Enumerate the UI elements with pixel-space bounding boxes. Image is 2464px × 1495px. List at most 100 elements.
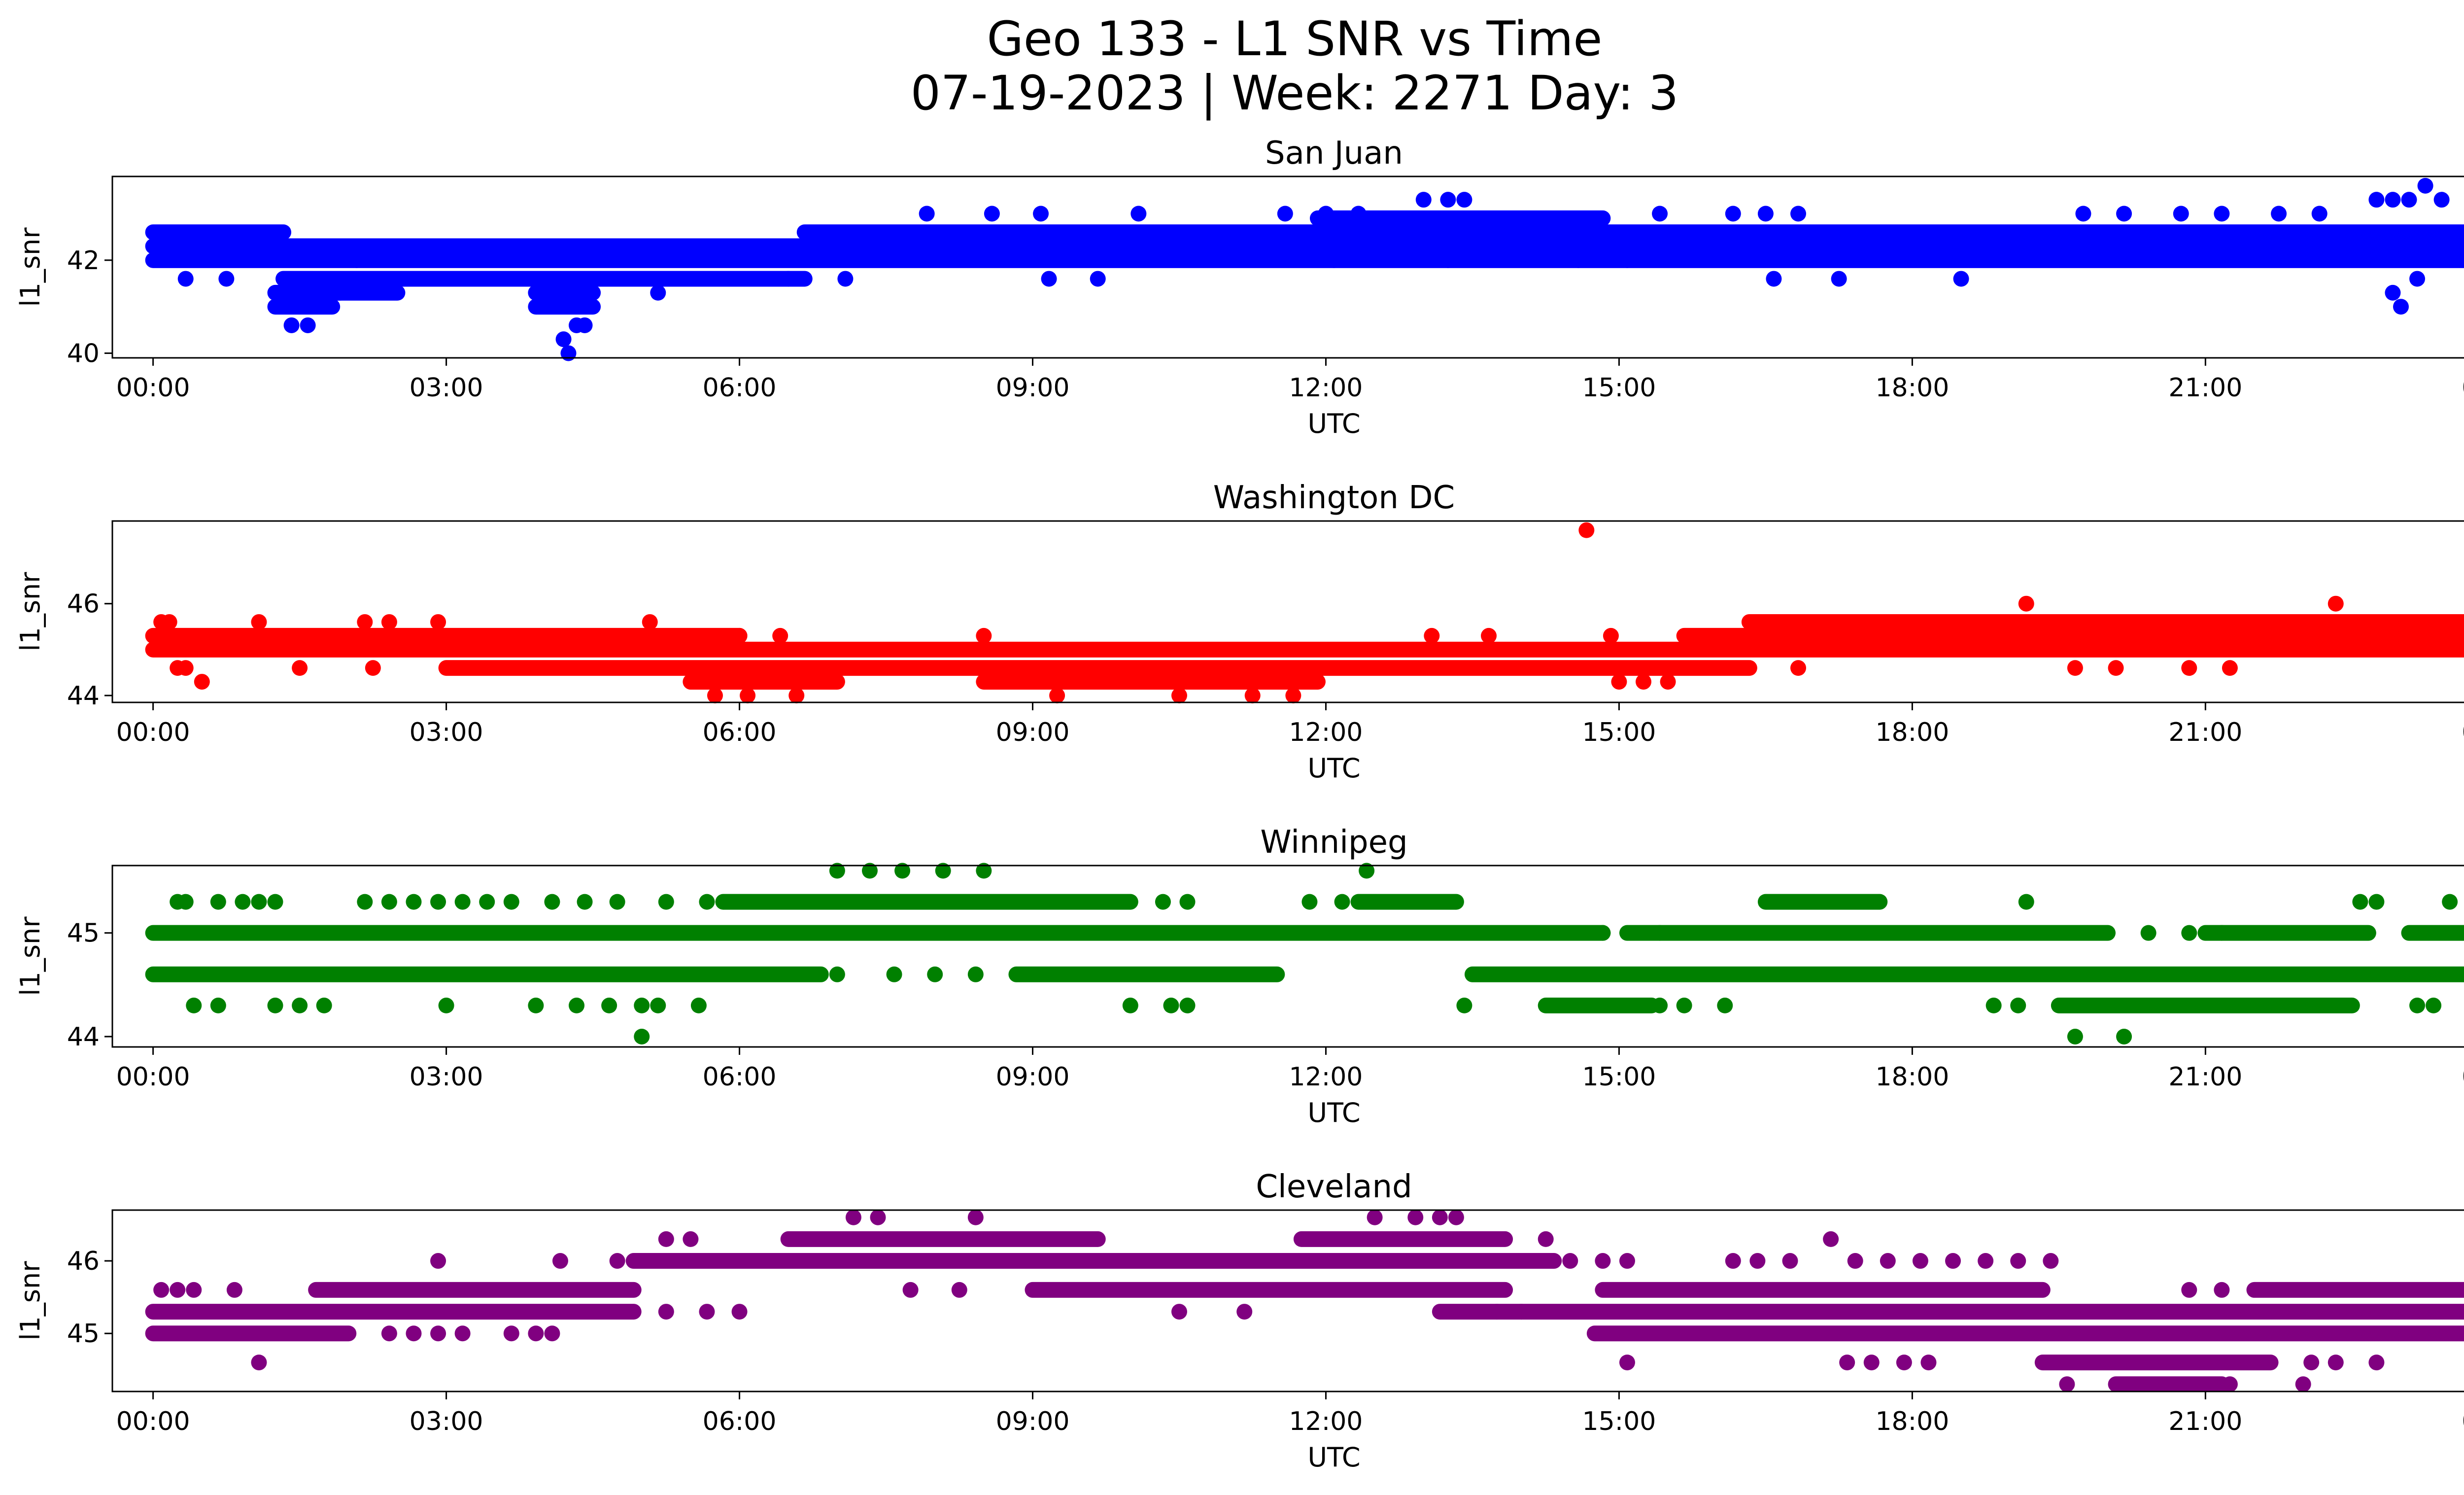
data-point	[2352, 894, 2368, 910]
data-point	[1155, 894, 1171, 910]
data-point	[283, 317, 300, 333]
x-tick-label: 12:00	[1289, 1062, 1363, 1092]
data-point	[1619, 1355, 1635, 1371]
x-tick-label: 09:00	[996, 373, 1070, 403]
x-tick-label: 21:00	[2168, 1407, 2242, 1436]
scatter-points	[145, 1209, 2464, 1392]
data-point	[2295, 1376, 2311, 1392]
data-point	[1513, 1304, 1530, 1320]
data-point	[2140, 925, 2156, 941]
data-point	[2442, 894, 2458, 910]
x-tick-label: 06:00	[703, 1407, 777, 1436]
data-point	[292, 997, 308, 1013]
data-point	[1831, 271, 1847, 287]
data-point	[2181, 1282, 2197, 1298]
data-point	[894, 863, 911, 879]
data-point	[658, 1304, 674, 1320]
data-point	[2075, 206, 2091, 222]
data-point	[210, 997, 226, 1013]
data-point	[2433, 192, 2450, 208]
data-point	[577, 894, 593, 910]
x-tick-label: 06:00	[703, 1062, 777, 1092]
data-point	[251, 894, 267, 910]
data-point	[1595, 925, 1611, 941]
data-point	[1782, 1253, 1798, 1269]
data-point	[300, 317, 316, 333]
data-point	[2417, 177, 2433, 194]
data-point	[1090, 271, 1106, 287]
y-tick-label: 44	[67, 1022, 100, 1052]
x-tick-label: 12:00	[1289, 373, 1363, 403]
subplot-san-juan: San Juan UTC l1_snr 00:00 03:00 06:00 09:00…	[15, 135, 2464, 439]
data-point	[780, 271, 796, 287]
data-point	[2393, 299, 2409, 315]
data-point	[381, 614, 397, 630]
data-point	[267, 894, 283, 910]
data-point	[438, 997, 454, 1013]
y-tick-label: 45	[67, 1319, 100, 1349]
data-point	[357, 894, 373, 910]
data-point	[2401, 192, 2417, 208]
scatter-points	[145, 177, 2464, 361]
data-point	[251, 614, 267, 630]
data-point	[569, 997, 585, 1013]
data-point	[1619, 252, 1635, 268]
data-point	[235, 894, 251, 910]
x-tick-label: 03:00	[410, 1407, 483, 1436]
x-tick-label: 06:00	[703, 718, 777, 747]
data-point	[699, 1304, 715, 1320]
data-point	[2116, 1028, 2132, 1044]
data-point	[984, 206, 1000, 222]
data-point	[845, 1209, 861, 1225]
scatter-points	[145, 863, 2464, 1044]
data-point	[634, 1028, 650, 1044]
x-axis-label: UTC	[1307, 1442, 1360, 1473]
data-point	[2010, 1253, 2026, 1269]
data-point	[1953, 271, 1969, 287]
x-tick-label: 00:00	[2462, 1062, 2464, 1092]
data-point	[1757, 206, 1774, 222]
data-point	[2222, 1376, 2238, 1392]
data-point	[1049, 688, 1065, 704]
data-point	[1489, 1304, 1505, 1320]
data-point	[601, 997, 617, 1013]
data-point	[1350, 206, 1367, 222]
data-point	[161, 614, 177, 630]
data-point	[1318, 206, 1334, 222]
data-point	[1595, 1253, 1611, 1269]
data-point	[1652, 925, 1668, 941]
data-point	[927, 966, 943, 982]
x-axis-label: UTC	[1307, 408, 1360, 439]
data-point	[2116, 206, 2132, 222]
data-point	[1570, 252, 1586, 268]
data-point	[650, 997, 666, 1013]
data-point	[454, 1325, 471, 1342]
x-tick-label: 03:00	[410, 1062, 483, 1092]
data-point	[1578, 522, 1595, 538]
x-tick-label: 18:00	[1875, 373, 1949, 403]
x-tick-label: 21:00	[2168, 1062, 2242, 1092]
data-point	[2043, 1253, 2059, 1269]
data-point	[642, 614, 658, 630]
axes-frame	[111, 520, 2464, 703]
x-tick-label: 18:00	[1875, 1062, 1949, 1092]
x-tick-label: 00:00	[116, 1407, 190, 1436]
data-point	[2311, 206, 2327, 222]
x-tick-label: 12:00	[1289, 1407, 1363, 1436]
data-point	[1440, 252, 1456, 268]
data-point	[1130, 206, 1147, 222]
data-point	[1285, 688, 1301, 704]
x-axis-label: UTC	[1307, 753, 1360, 784]
data-point	[1171, 1304, 1187, 1320]
data-point	[829, 863, 845, 879]
data-point	[1945, 1253, 1961, 1269]
data-point	[560, 345, 577, 361]
data-point	[2108, 660, 2124, 676]
subplot-title: Winnipeg	[1260, 824, 1407, 861]
y-tick-label: 45	[67, 919, 100, 948]
data-point	[683, 1231, 699, 1247]
data-point	[406, 894, 422, 910]
data-point	[381, 1325, 397, 1342]
data-point	[1562, 1253, 1578, 1269]
